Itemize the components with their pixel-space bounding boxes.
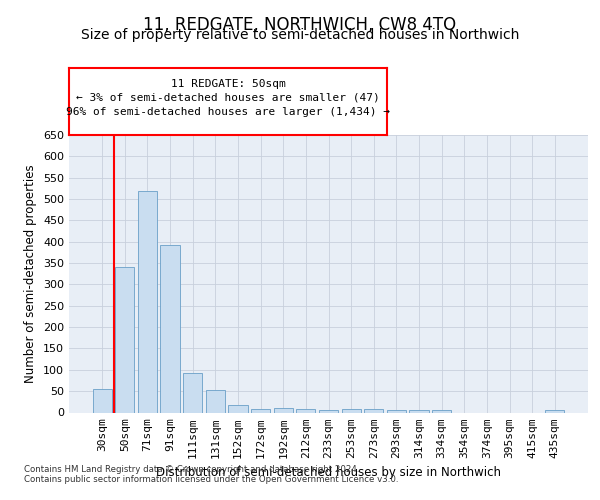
X-axis label: Distribution of semi-detached houses by size in Northwich: Distribution of semi-detached houses by … <box>156 466 501 479</box>
Bar <box>545 410 565 412</box>
Bar <box>274 408 293 412</box>
Text: 11, REDGATE, NORTHWICH, CW8 4TQ: 11, REDGATE, NORTHWICH, CW8 4TQ <box>143 16 457 34</box>
Bar <box>432 410 451 412</box>
Text: Contains public sector information licensed under the Open Government Licence v3: Contains public sector information licen… <box>24 474 398 484</box>
Bar <box>251 409 270 412</box>
Bar <box>364 409 383 412</box>
Bar <box>138 190 157 412</box>
Bar <box>319 410 338 412</box>
Bar <box>409 410 428 412</box>
Bar <box>296 408 316 412</box>
Text: Size of property relative to semi-detached houses in Northwich: Size of property relative to semi-detach… <box>81 28 519 42</box>
Y-axis label: Number of semi-detached properties: Number of semi-detached properties <box>25 164 37 383</box>
Bar <box>160 244 180 412</box>
Bar <box>183 373 202 412</box>
Text: 11 REDGATE: 50sqm
← 3% of semi-detached houses are smaller (47)
96% of semi-deta: 11 REDGATE: 50sqm ← 3% of semi-detached … <box>66 79 390 117</box>
Bar <box>341 409 361 412</box>
Bar <box>92 389 112 412</box>
Bar <box>115 268 134 412</box>
Bar <box>229 405 248 412</box>
Bar <box>206 390 225 412</box>
Bar <box>387 410 406 412</box>
Text: Contains HM Land Registry data © Crown copyright and database right 2024.: Contains HM Land Registry data © Crown c… <box>24 464 359 473</box>
